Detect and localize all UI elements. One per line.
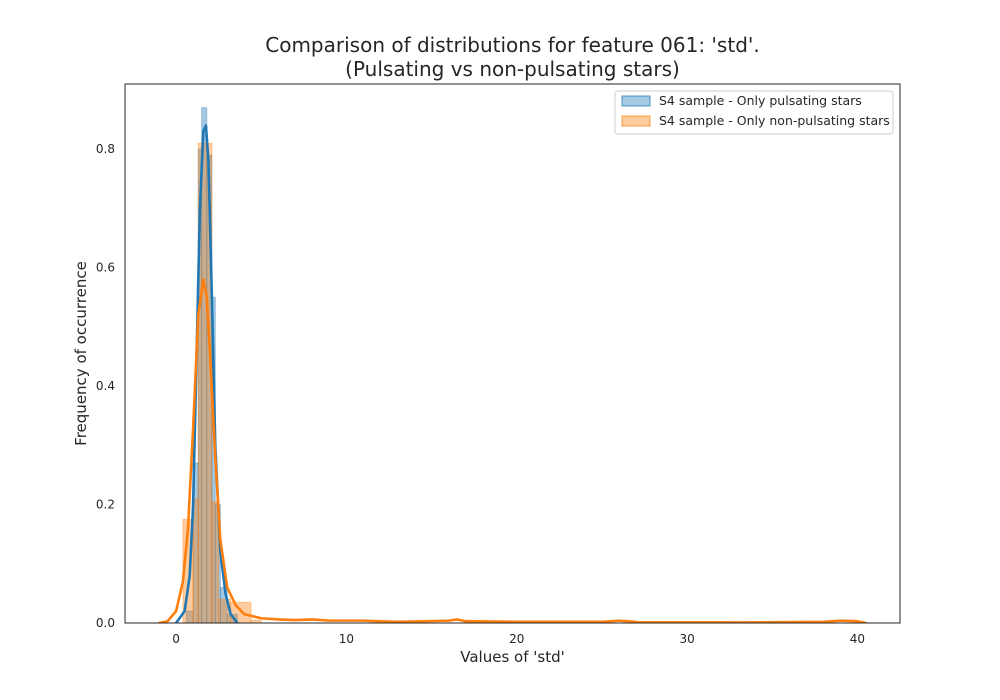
x-tick-label: 10 bbox=[339, 632, 354, 646]
legend-swatch-series-1 bbox=[621, 95, 651, 107]
y-tick-label: 0.4 bbox=[96, 379, 115, 393]
histogram-bar-2-4 bbox=[211, 501, 220, 623]
x-tick-label: 0 bbox=[172, 632, 180, 646]
x-axis-label: Values of 'std' bbox=[460, 648, 564, 666]
x-tick-label: 40 bbox=[850, 632, 865, 646]
histogram-bar-1-1 bbox=[185, 610, 194, 623]
x-tick-label: 30 bbox=[679, 632, 694, 646]
chart-title-line2: (Pulsating vs non-pulsating stars) bbox=[345, 57, 680, 81]
histogram-bar-2-2 bbox=[192, 498, 199, 623]
kde-line-series-2 bbox=[157, 278, 868, 623]
chart-title-line1: Comparison of distributions for feature … bbox=[265, 33, 760, 57]
legend-swatch-series-2 bbox=[621, 115, 651, 127]
plot-frame bbox=[124, 83, 901, 624]
legend-label-series-1: S4 sample - Only pulsating stars bbox=[659, 93, 862, 108]
y-tick-label: 0.2 bbox=[96, 498, 115, 512]
y-axis-label: Frequency of occurrence bbox=[72, 261, 90, 446]
kde-line-series-1 bbox=[174, 124, 239, 623]
legend-label-series-2: S4 sample - Only non-pulsating stars bbox=[659, 113, 890, 128]
y-tick-label: 0.6 bbox=[96, 261, 115, 275]
legend-box bbox=[614, 90, 894, 135]
histogram-bar-1-2 bbox=[192, 462, 199, 623]
plot-content bbox=[157, 107, 868, 623]
legend: S4 sample - Only pulsating stars S4 sampl… bbox=[614, 90, 894, 135]
y-tick-label: 0.8 bbox=[96, 142, 115, 156]
y-tick-label: 0.0 bbox=[96, 616, 115, 630]
histogram-bar-1-3 bbox=[197, 148, 203, 623]
x-tick-label: 20 bbox=[509, 632, 524, 646]
axis-ticks: 0 10 20 30 40 0.0 0.2 0.4 0.6 0.8 bbox=[96, 142, 865, 646]
